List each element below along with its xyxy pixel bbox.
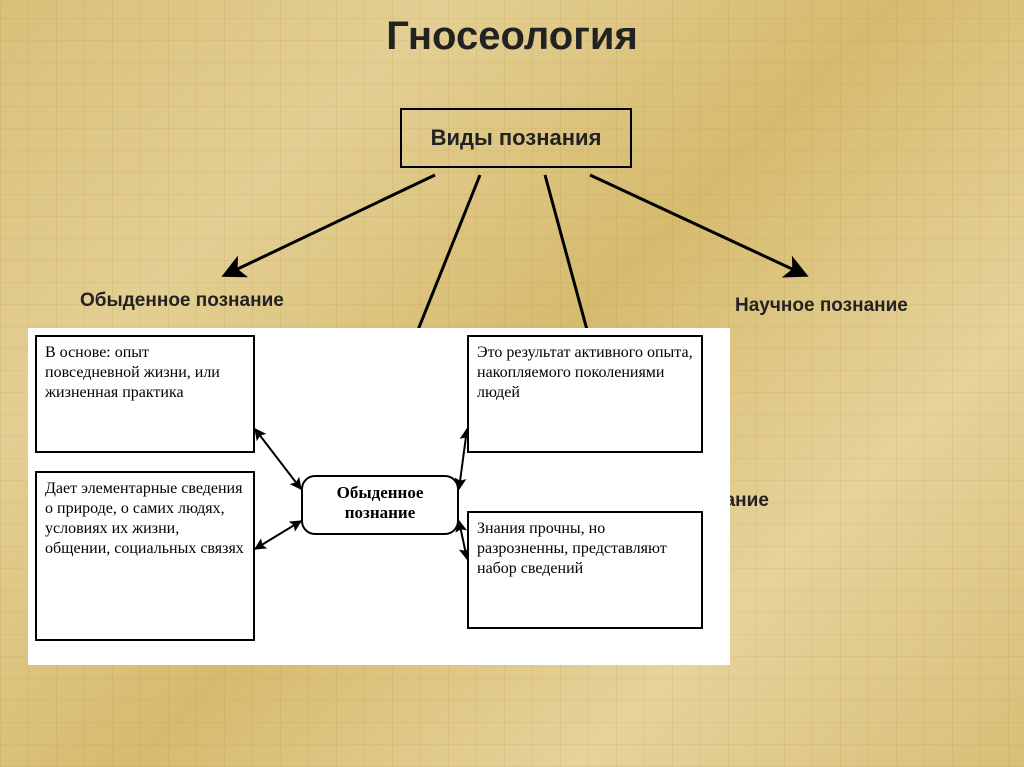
branch-label: Научное познание (735, 295, 908, 317)
inset-box-tl: В основе: опыт повседневной жизни, или ж… (35, 335, 255, 453)
inset-box-br: Знания прочны, но разрозненны, представл… (467, 511, 703, 629)
root-label: Виды познания (431, 125, 602, 151)
inset-diagram: Обыденное познание В основе: опыт повсед… (28, 328, 730, 665)
page-title: Гносеология (0, 14, 1024, 59)
slide: Гносеология Виды познания Обыденное позн… (0, 0, 1024, 767)
branch-label: Обыденное познание (80, 290, 284, 312)
root-node: Виды познания (400, 108, 632, 168)
inset-box-tr: Это результат активного опыта, накопляем… (467, 335, 703, 453)
title-text: Гносеология (386, 14, 638, 58)
inset-center-line2: познание (345, 503, 416, 522)
inset-center-line1: Обыденное (337, 483, 424, 502)
inset-box-bl: Дает элементарные сведения о природе, о … (35, 471, 255, 641)
inset-center-node: Обыденное познание (301, 475, 459, 535)
